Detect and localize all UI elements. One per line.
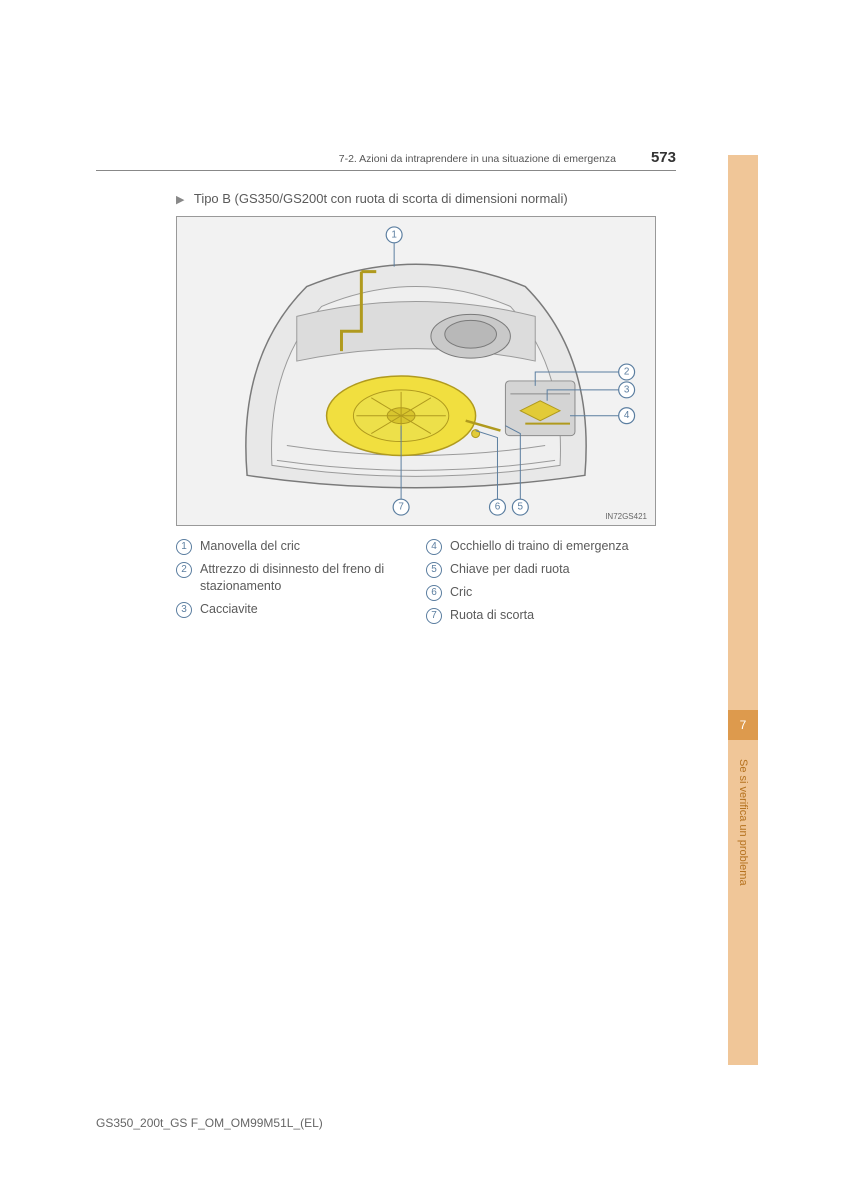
- legend-item: 7 Ruota di scorta: [426, 607, 656, 624]
- legend-item: 6 Cric: [426, 584, 656, 601]
- svg-text:1: 1: [391, 229, 397, 240]
- subtitle-text: Tipo B (GS350/GS200t con ruota di scorta…: [194, 191, 568, 206]
- legend-item: 4 Occhiello di traino di emergenza: [426, 538, 656, 555]
- legend-badge: 2: [176, 562, 192, 578]
- chapter-number: 7: [740, 718, 747, 732]
- chapter-title: Se si verifica un problema: [728, 755, 758, 955]
- diagram-ref: IN72GS421: [605, 512, 647, 521]
- svg-text:3: 3: [624, 384, 630, 395]
- svg-text:6: 6: [495, 502, 501, 513]
- legend-text: Occhiello di traino di emergenza: [450, 538, 629, 555]
- svg-text:2: 2: [624, 366, 630, 377]
- legend-text: Ruota di scorta: [450, 607, 534, 624]
- legend-badge: 3: [176, 602, 192, 618]
- legend-text: Chiave per dadi ruota: [450, 561, 570, 578]
- legend-text: Attrezzo di disinnesto del freno di staz…: [200, 561, 406, 595]
- legend-col-right: 4 Occhiello di traino di emergenza 5 Chiave…: [426, 538, 656, 630]
- legend-item: 3 Cacciavite: [176, 601, 406, 618]
- bullet-arrow-icon: ▶: [176, 194, 184, 206]
- header-rule: 7-2. Azioni da intraprendere in una situ…: [96, 170, 676, 171]
- legend-col-left: 1 Manovella del cric 2 Attrezzo di disinnes…: [176, 538, 406, 630]
- legend-text: Cacciavite: [200, 601, 258, 618]
- legend: 1 Manovella del cric 2 Attrezzo di disinnes…: [176, 538, 676, 630]
- svg-text:7: 7: [398, 502, 404, 513]
- page-content: 7-2. Azioni da intraprendere in una situ…: [96, 170, 676, 630]
- legend-badge: 1: [176, 539, 192, 555]
- subtitle: ▶ Tipo B (GS350/GS200t con ruota di scor…: [176, 191, 676, 206]
- legend-text: Manovella del cric: [200, 538, 300, 555]
- legend-badge: 4: [426, 539, 442, 555]
- svg-text:4: 4: [624, 410, 630, 421]
- legend-item: 1 Manovella del cric: [176, 538, 406, 555]
- diagram: 1 2 3 4 5 6 7 IN72GS421: [176, 216, 656, 526]
- page-number: 573: [651, 149, 676, 166]
- section-header: 7-2. Azioni da intraprendere in una situ…: [339, 153, 616, 165]
- legend-item: 2 Attrezzo di disinnesto del freno di sta…: [176, 561, 406, 595]
- legend-badge: 7: [426, 608, 442, 624]
- svg-text:5: 5: [518, 502, 524, 513]
- legend-item: 5 Chiave per dadi ruota: [426, 561, 656, 578]
- legend-text: Cric: [450, 584, 472, 601]
- diagram-svg: 1 2 3 4 5 6 7: [177, 217, 655, 525]
- legend-badge: 5: [426, 562, 442, 578]
- legend-badge: 6: [426, 585, 442, 601]
- chapter-badge: 7: [728, 710, 758, 740]
- footer: GS350_200t_GS F_OM_OM99M51L_(EL): [96, 1116, 323, 1130]
